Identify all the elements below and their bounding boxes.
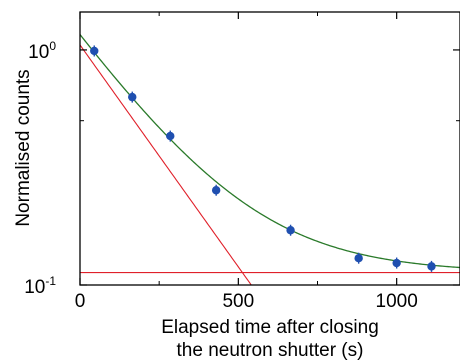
x-tick-label: 500 xyxy=(222,291,254,312)
x-tick-label: 1000 xyxy=(376,291,418,312)
data-point xyxy=(286,226,295,235)
x-axis-title-line2: the neutron shutter (s) xyxy=(177,340,364,361)
data-point xyxy=(354,254,363,263)
fit-curve xyxy=(80,34,460,269)
data-point xyxy=(392,258,401,268)
data-point xyxy=(90,46,99,56)
data-point xyxy=(128,92,137,102)
x-tick-label: 0 xyxy=(75,291,86,312)
y-tick-label: 100 xyxy=(28,39,56,63)
data-point xyxy=(211,186,221,195)
y-tick-label: 10-1 xyxy=(24,274,56,298)
exponential-decay-line xyxy=(80,44,252,285)
data-point xyxy=(166,131,175,141)
y-axis-title: Normalised counts xyxy=(13,69,34,226)
plot-frame xyxy=(79,11,460,286)
data-point xyxy=(427,262,436,271)
x-axis-title-line1: Elapsed time after closing xyxy=(161,317,379,338)
